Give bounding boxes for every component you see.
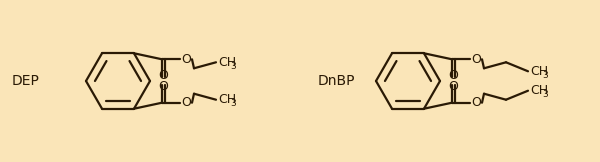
- Text: O: O: [471, 53, 481, 66]
- Text: CH: CH: [218, 56, 236, 69]
- Text: O: O: [181, 53, 191, 66]
- Text: O: O: [158, 80, 169, 93]
- Text: 3: 3: [542, 71, 548, 80]
- Text: 3: 3: [542, 90, 548, 99]
- Text: O: O: [181, 96, 191, 109]
- Text: O: O: [471, 96, 481, 109]
- Text: O: O: [449, 69, 458, 82]
- Text: CH: CH: [530, 65, 548, 78]
- Text: CH: CH: [218, 93, 236, 106]
- Text: DEP: DEP: [12, 74, 40, 88]
- Text: 3: 3: [230, 99, 236, 108]
- Text: O: O: [449, 80, 458, 93]
- Text: DnBP: DnBP: [318, 74, 355, 88]
- Text: O: O: [158, 69, 169, 82]
- Text: CH: CH: [530, 84, 548, 97]
- Text: 3: 3: [230, 62, 236, 71]
